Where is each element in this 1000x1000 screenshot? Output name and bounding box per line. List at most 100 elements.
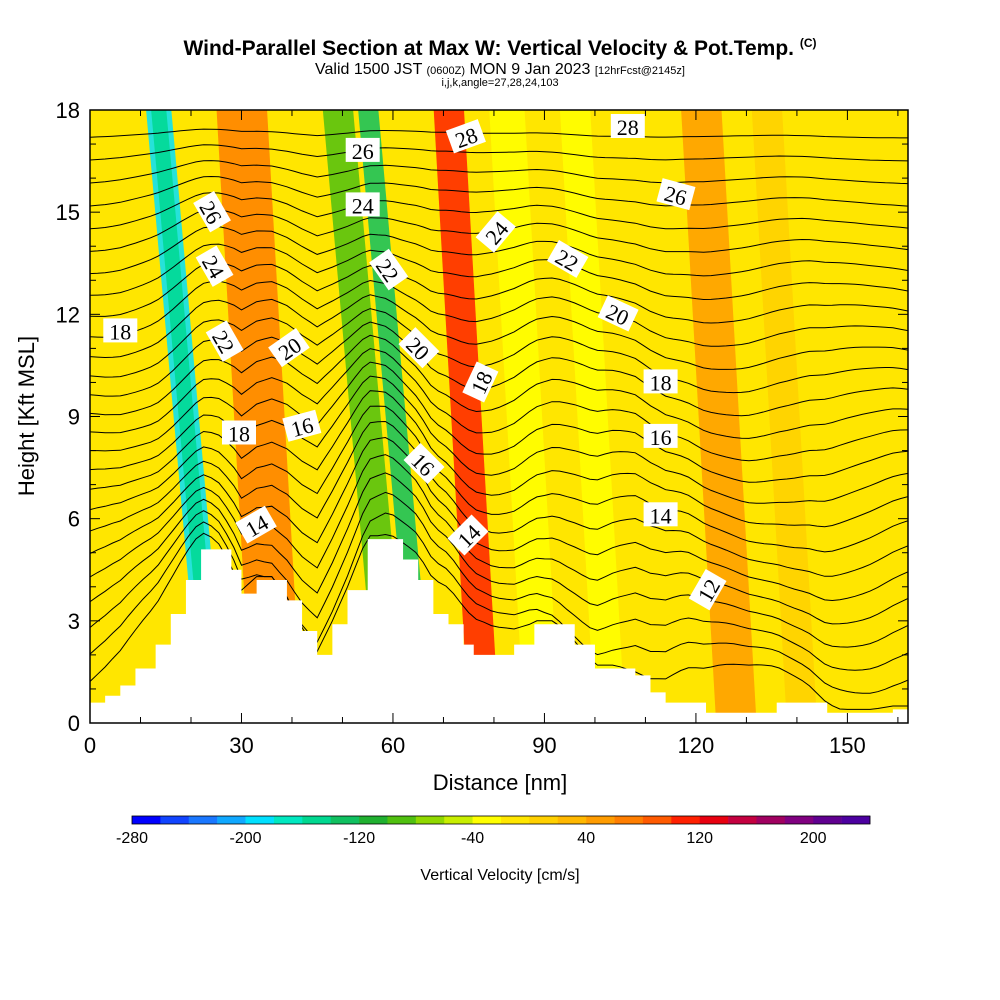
contour-label-background bbox=[597, 295, 639, 332]
contour-label: 16 bbox=[643, 423, 678, 450]
contour-label-background bbox=[643, 369, 678, 394]
colorbar-swatch bbox=[359, 816, 388, 824]
theta-contour bbox=[90, 192, 908, 230]
y-tick-label: 18 bbox=[56, 98, 80, 123]
colorbar-label: 40 bbox=[577, 830, 595, 847]
colorbar-swatch bbox=[245, 816, 275, 824]
colorbar-swatch bbox=[642, 816, 672, 824]
colorbar-title: Vertical Velocity [cm/s] bbox=[420, 867, 579, 884]
theta-contour bbox=[90, 472, 908, 648]
contour-label: 26 bbox=[656, 178, 696, 211]
x-tick-label: 0 bbox=[84, 733, 96, 758]
colorbar-label: 200 bbox=[800, 830, 827, 847]
colorbar-swatch bbox=[813, 816, 842, 824]
chart-title: Wind-Parallel Section at Max W: Vertical… bbox=[0, 36, 1000, 61]
colorbar-swatch bbox=[415, 816, 445, 824]
contour-label-background bbox=[475, 211, 516, 253]
colorbar-swatch bbox=[586, 816, 615, 824]
valid-time-text: Valid 1500 JST bbox=[315, 61, 423, 78]
contour-label: 24 bbox=[345, 192, 380, 218]
x-tick-label: 60 bbox=[381, 733, 405, 758]
theta-contour bbox=[90, 454, 908, 625]
y-tick-label: 6 bbox=[68, 507, 80, 532]
theta-contour bbox=[90, 243, 908, 301]
contour-label-background bbox=[369, 248, 409, 291]
colorbar-frame bbox=[131, 815, 871, 825]
colorbar-swatch bbox=[529, 816, 559, 824]
plot-area: 1826242218142016262422201628241814222820… bbox=[89, 109, 909, 724]
x-axis-title: Distance [nm] bbox=[433, 770, 568, 795]
velocity-band bbox=[681, 110, 757, 723]
y-tick-label: 9 bbox=[68, 405, 80, 430]
colorbar-swatch bbox=[160, 816, 190, 824]
contour-label: 26 bbox=[345, 137, 380, 164]
contour-label: 28 bbox=[610, 114, 645, 140]
theta-contour bbox=[90, 420, 908, 577]
colorbar-swatch bbox=[557, 816, 587, 824]
contour-label-text: 24 bbox=[352, 193, 374, 218]
theta-contour bbox=[90, 405, 908, 553]
theta-contour bbox=[90, 348, 908, 462]
theta-contour bbox=[90, 160, 908, 185]
contour-label-background bbox=[193, 190, 231, 233]
contour-label-background bbox=[656, 178, 696, 211]
y-tick-label: 3 bbox=[68, 609, 80, 634]
velocity-band bbox=[433, 110, 499, 723]
theta-contour bbox=[90, 361, 908, 483]
axes: 0 30 60 90 120 150 0 3 6 9 12 15 18 bbox=[56, 98, 908, 758]
terrain-mask bbox=[90, 539, 908, 723]
theta-contour bbox=[90, 334, 908, 439]
colorbar-label: 120 bbox=[686, 830, 713, 847]
colorbar-label: -200 bbox=[229, 830, 261, 847]
colorbar-swatch bbox=[302, 816, 331, 824]
velocity-band bbox=[489, 110, 560, 723]
contour-label-background bbox=[546, 240, 589, 278]
colorbar-label: -120 bbox=[343, 830, 375, 847]
contour-label-background bbox=[398, 327, 440, 369]
copyright-mark: (C) bbox=[799, 36, 817, 50]
contour-label-background bbox=[345, 192, 380, 217]
colorbar: -280 -200 -120 -40 40 120 200 bbox=[116, 815, 871, 847]
theta-contour bbox=[90, 436, 908, 602]
colorbar-swatch bbox=[444, 816, 473, 824]
colorbar-swatch bbox=[217, 816, 246, 824]
colorbar-swatch bbox=[756, 816, 786, 824]
contour-label-background bbox=[447, 514, 489, 556]
colorbar-swatch bbox=[841, 816, 871, 824]
contour-label-text: 28 bbox=[617, 115, 639, 140]
contour-label: 20 bbox=[268, 328, 310, 368]
colorbar-swatch bbox=[472, 816, 502, 824]
y-tick-label: 15 bbox=[56, 200, 80, 225]
contour-label-text: 16 bbox=[650, 425, 672, 450]
colorbar-swatch bbox=[132, 816, 161, 824]
velocity-band bbox=[216, 110, 303, 723]
contour-label: 16 bbox=[282, 409, 322, 442]
colorbar-swatch bbox=[699, 816, 729, 824]
colorbar-label: -40 bbox=[461, 830, 484, 847]
colorbar-label: -280 bbox=[116, 830, 148, 847]
contour-label: 14 bbox=[643, 502, 678, 528]
forecast-text: [12hrFcst@2145z] bbox=[594, 65, 685, 77]
colorbar-swatch bbox=[784, 816, 814, 824]
colorbar-swatch bbox=[501, 816, 530, 824]
contour-label-background bbox=[643, 423, 678, 448]
contour-label-background bbox=[282, 409, 322, 442]
theta-contour bbox=[90, 512, 908, 694]
contour-label-text: 18 bbox=[228, 422, 250, 447]
contour-label-text: 18 bbox=[109, 319, 131, 344]
contour-label-background bbox=[445, 119, 486, 154]
contour-label-background bbox=[345, 137, 380, 162]
y-axis-title: Height [Kft MSL] bbox=[14, 336, 39, 496]
contour-label-text: 14 bbox=[650, 503, 672, 528]
colorbar-swatch bbox=[273, 816, 303, 824]
contour-label-background bbox=[268, 328, 310, 368]
theta-contour bbox=[90, 294, 908, 370]
contour-label-background bbox=[222, 420, 256, 445]
contour-label-background bbox=[103, 318, 138, 343]
theta-contour bbox=[90, 279, 908, 347]
x-tick-label: 90 bbox=[532, 733, 556, 758]
contour-label: 18 bbox=[643, 369, 678, 395]
x-tick-label: 30 bbox=[229, 733, 253, 758]
contour-label-background bbox=[462, 361, 499, 403]
